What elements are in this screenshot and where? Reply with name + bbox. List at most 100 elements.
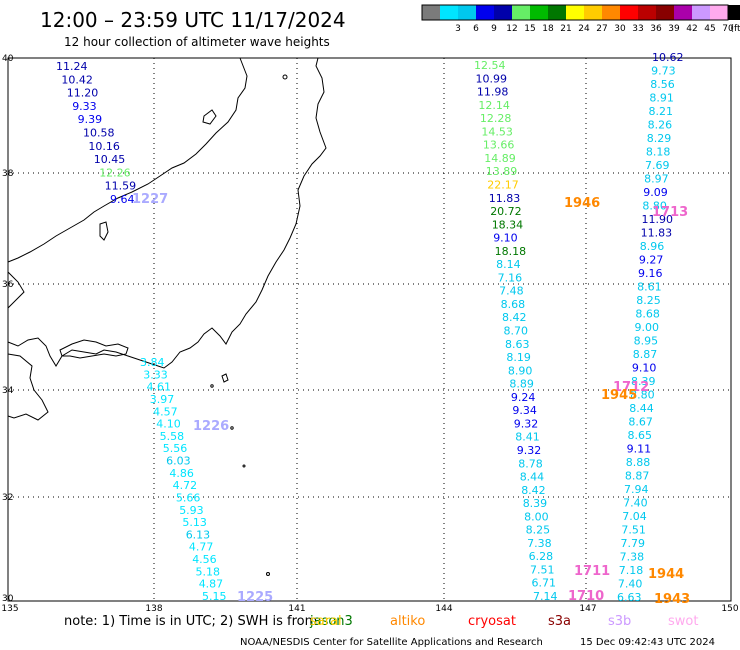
wave-height-value: 14.89: [484, 152, 516, 165]
island-marker: [282, 74, 288, 80]
legend-swatch: [692, 5, 710, 20]
legend-tick-label: 9: [491, 24, 497, 34]
wave-height-value: 9.11: [627, 443, 652, 456]
wave-height-value: 7.16: [498, 271, 522, 284]
wave-height-value: 7.38: [620, 551, 645, 564]
island-marker: [266, 572, 270, 576]
island-marker: [242, 464, 246, 468]
lat-label-30: 30: [2, 594, 14, 604]
wave-height-value: 8.61: [637, 281, 662, 294]
wave-height-value: 9.27: [639, 254, 664, 267]
wave-height-value: 20.72: [490, 205, 522, 218]
wave-height-value: 7.51: [621, 524, 646, 537]
legend-swatch: [476, 5, 494, 20]
wave-height-value: 4.56: [192, 553, 217, 566]
legend-swatch: [440, 5, 458, 20]
lon-label-150: 150: [721, 604, 738, 614]
wave-height-value: 5.15: [202, 590, 227, 603]
wave-height-value: 7.14: [533, 590, 558, 603]
lon-label-135: 135: [1, 604, 18, 614]
wave-height-value: 10.16: [88, 140, 120, 153]
wave-height-value: 9.73: [651, 65, 676, 78]
wave-height-value: 10.62: [652, 51, 684, 64]
wave-height-value: 6.28: [529, 550, 554, 563]
wave-height-value: 8.97: [644, 173, 669, 186]
satellite-source-label: swot: [668, 614, 698, 629]
wave-height-value: 8.80: [642, 200, 667, 213]
wave-height-value: 3.97: [150, 393, 175, 406]
satellite-source-label: s3b: [608, 614, 631, 629]
lat-label-36: 36: [2, 280, 14, 290]
wave-height-value: 9.39: [78, 113, 103, 126]
wave-height-value: 8.25: [636, 294, 661, 307]
wave-height-value: 9.16: [638, 267, 663, 280]
lat-label-32: 32: [2, 493, 13, 503]
wave-height-value: 8.88: [626, 456, 651, 469]
wave-height-tracks: 11.2410.4211.209.339.3910.5810.1610.4512…: [56, 51, 684, 604]
legend-swatch: [566, 5, 584, 20]
wave-height-value: 9.32: [517, 444, 542, 457]
wave-height-value: 8.42: [521, 484, 546, 497]
satellite-source-label: altiko: [390, 614, 425, 629]
legend-tick-label: 33: [632, 24, 643, 34]
wave-height-value: 9.33: [72, 100, 97, 113]
legend-swatch: [530, 5, 548, 20]
wave-height-value: 7.40: [618, 578, 643, 591]
wave-height-value: 4.87: [199, 578, 224, 591]
lon-label-147: 147: [579, 604, 596, 614]
wave-height-value: 7.38: [527, 537, 552, 550]
wave-height-value: 9.09: [643, 186, 668, 199]
wave-height-value: 13.66: [483, 139, 515, 152]
wave-height-value: 8.29: [647, 132, 672, 145]
wave-height-value: 5.66: [176, 492, 201, 505]
lat-label-34: 34: [2, 386, 14, 396]
kyushu-coastline: [7, 353, 49, 421]
wave-height-value: 18.34: [492, 218, 524, 231]
pass-time-label: 1710: [568, 589, 604, 604]
wave-height-value: 8.21: [649, 105, 674, 118]
wave-height-value: 8.70: [504, 325, 529, 338]
legend-swatch: [674, 5, 692, 20]
wave-height-value: 8.80: [630, 389, 655, 402]
wave-height-value: 5.58: [160, 430, 185, 443]
lon-label-138: 138: [145, 604, 162, 614]
legend-swatch: [548, 5, 566, 20]
island-marker: [210, 384, 214, 388]
legend-tick-label: 36: [650, 24, 662, 34]
legend-frame: [421, 4, 729, 21]
wave-height-value: 11.83: [641, 227, 673, 240]
wave-height-value: 14.53: [481, 125, 513, 138]
lon-label-141: 141: [288, 604, 305, 614]
pass-time-label: 1943: [654, 592, 690, 607]
wave-height-value: 8.89: [509, 378, 534, 391]
wave-height-value: 8.65: [628, 429, 653, 442]
lat-label-40: 40: [2, 54, 14, 64]
wave-height-value: 9.34: [512, 404, 537, 417]
wave-height-value: 18.18: [495, 245, 526, 258]
wave-height-value: 12.54: [474, 59, 506, 72]
lat-label-38: 38: [2, 169, 14, 179]
wave-height-value: 9.10: [632, 362, 657, 375]
legend-tick-label: 70: [722, 24, 734, 34]
coastline: [7, 57, 327, 576]
wave-height-value: 8.63: [505, 338, 530, 351]
legend-swatch: [638, 5, 656, 20]
wave-height-value: 8.90: [508, 364, 533, 377]
page-title: 12:00 – 23:59 UTC 11/17/2024: [40, 8, 346, 32]
wave-height-value: 8.39: [523, 497, 548, 510]
pass-time-label: 1712: [613, 380, 649, 395]
wave-height-value: 10.42: [61, 73, 93, 86]
pass-time-label: 1713: [652, 205, 688, 220]
wave-height-value: 8.42: [502, 311, 527, 324]
wave-height-value: 8.95: [634, 335, 659, 348]
wave-height-value: 11.59: [105, 180, 137, 193]
page-subtitle: 12 hour collection of altimeter wave hei…: [64, 35, 330, 49]
latitude-labels: 40 38 36 34 32 30: [2, 54, 14, 604]
wave-height-value: 9.64: [110, 193, 135, 206]
wave-height-value: 9.32: [514, 417, 539, 430]
wave-height-value: 8.96: [640, 240, 665, 253]
